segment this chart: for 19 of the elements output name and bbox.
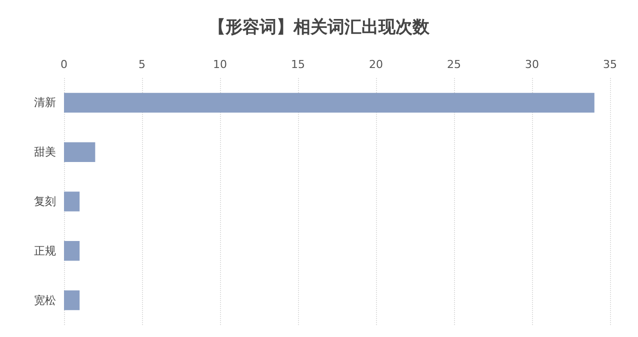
x-tick-label: 15 [291,58,305,71]
x-tick-label: 5 [138,58,146,71]
x-tick-label: 25 [447,58,461,71]
bar [64,142,96,162]
x-tick-label: 30 [525,58,539,71]
bar [64,92,594,113]
bar [64,290,80,310]
y-tick-label: 甜美 [34,146,56,159]
y-tick-label: 复刻 [34,195,56,208]
x-tick-label: 35 [603,58,617,71]
y-tick-label: 清新 [34,96,56,110]
x-tick-label: 0 [60,58,68,71]
bar [64,241,80,261]
bar [64,192,80,212]
x-tick-label: 20 [369,58,383,71]
y-tick-label: 正规 [34,244,56,258]
y-tick-label: 宽松 [34,294,56,307]
x-tick-label: 10 [213,58,227,71]
chart-title: 【形容词】相关词汇出现次数 [208,18,430,38]
